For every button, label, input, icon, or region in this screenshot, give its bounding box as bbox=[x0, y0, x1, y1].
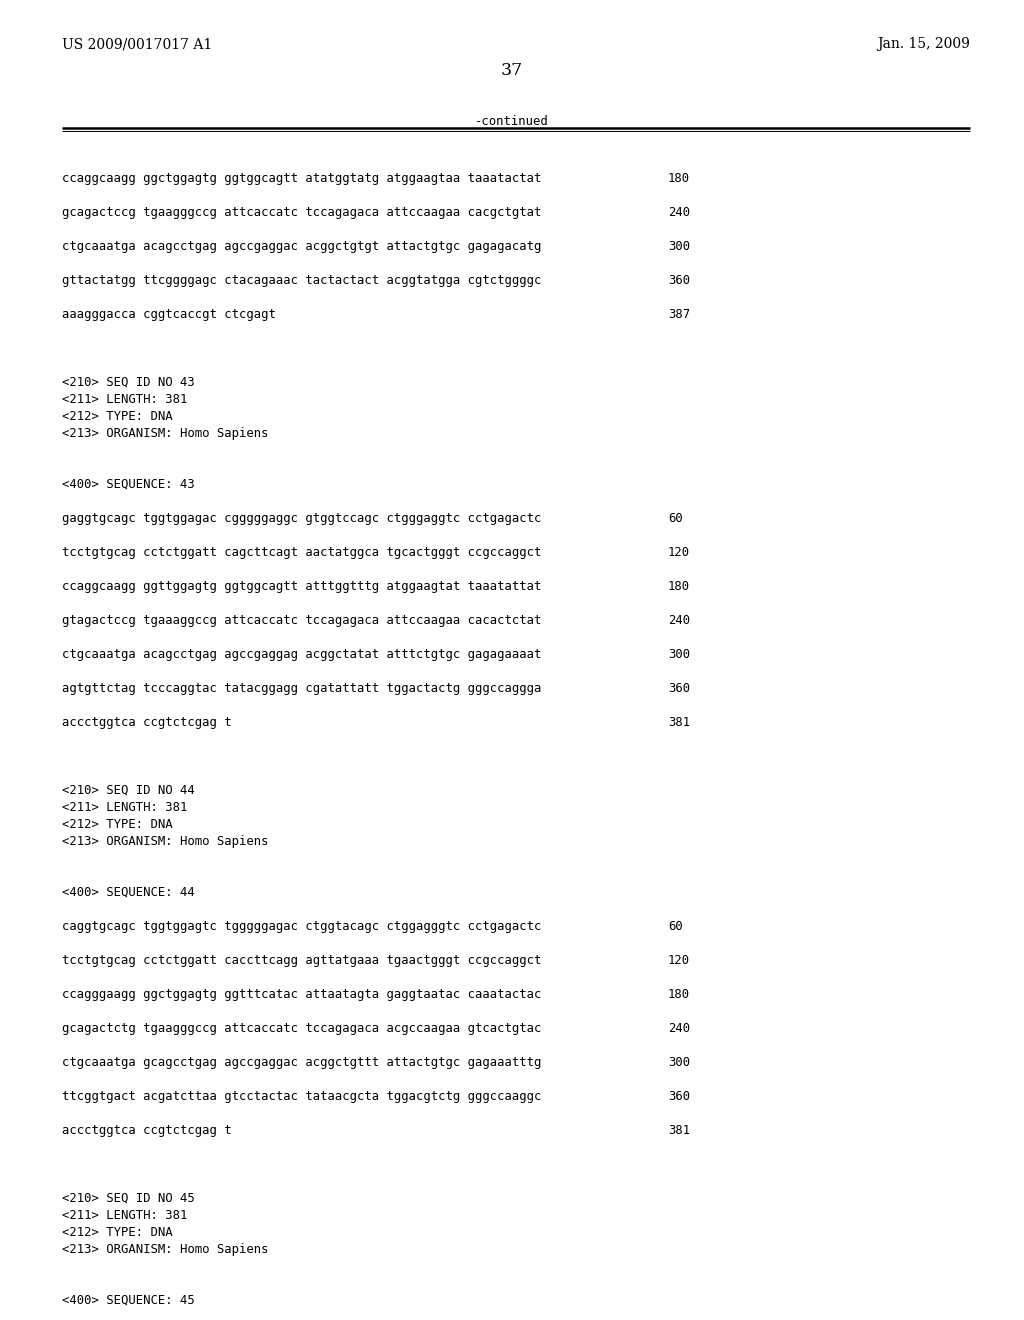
Text: <211> LENGTH: 381: <211> LENGTH: 381 bbox=[62, 393, 187, 407]
Text: 180: 180 bbox=[668, 579, 690, 593]
Text: ctgcaaatga gcagcctgag agccgaggac acggctgttt attactgtgc gagaaatttg: ctgcaaatga gcagcctgag agccgaggac acggctg… bbox=[62, 1056, 542, 1069]
Text: 300: 300 bbox=[668, 240, 690, 253]
Text: tcctgtgcag cctctggatt caccttcagg agttatgaaa tgaactgggt ccgccaggct: tcctgtgcag cctctggatt caccttcagg agttatg… bbox=[62, 954, 542, 968]
Text: <211> LENGTH: 381: <211> LENGTH: 381 bbox=[62, 801, 187, 814]
Text: ccaggcaagg ggttggagtg ggtggcagtt atttggtttg atggaagtat taaatattat: ccaggcaagg ggttggagtg ggtggcagtt atttggt… bbox=[62, 579, 542, 593]
Text: 120: 120 bbox=[668, 954, 690, 968]
Text: aaagggacca cggtcaccgt ctcgagt: aaagggacca cggtcaccgt ctcgagt bbox=[62, 308, 275, 321]
Text: gttactatgg ttcggggagc ctacagaaac tactactact acggtatgga cgtctggggc: gttactatgg ttcggggagc ctacagaaac tactact… bbox=[62, 275, 542, 286]
Text: 120: 120 bbox=[668, 546, 690, 558]
Text: accctggtca ccgtctcgag t: accctggtca ccgtctcgag t bbox=[62, 1125, 231, 1137]
Text: <211> LENGTH: 381: <211> LENGTH: 381 bbox=[62, 1209, 187, 1222]
Text: gcagactctg tgaagggccg attcaccatc tccagagaca acgccaagaa gtcactgtac: gcagactctg tgaagggccg attcaccatc tccagag… bbox=[62, 1022, 542, 1035]
Text: <400> SEQUENCE: 44: <400> SEQUENCE: 44 bbox=[62, 886, 195, 899]
Text: 180: 180 bbox=[668, 172, 690, 185]
Text: 240: 240 bbox=[668, 614, 690, 627]
Text: <213> ORGANISM: Homo Sapiens: <213> ORGANISM: Homo Sapiens bbox=[62, 1243, 268, 1257]
Text: ccagggaagg ggctggagtg ggtttcatac attaatagta gaggtaatac caaatactac: ccagggaagg ggctggagtg ggtttcatac attaata… bbox=[62, 987, 542, 1001]
Text: ctgcaaatga acagcctgag agccgaggag acggctatat atttctgtgc gagagaaaat: ctgcaaatga acagcctgag agccgaggag acggcta… bbox=[62, 648, 542, 661]
Text: <213> ORGANISM: Homo Sapiens: <213> ORGANISM: Homo Sapiens bbox=[62, 426, 268, 440]
Text: 60: 60 bbox=[668, 920, 683, 933]
Text: <212> TYPE: DNA: <212> TYPE: DNA bbox=[62, 1226, 173, 1239]
Text: gcagactccg tgaagggccg attcaccatc tccagagaca attccaagaa cacgctgtat: gcagactccg tgaagggccg attcaccatc tccagag… bbox=[62, 206, 542, 219]
Text: <400> SEQUENCE: 43: <400> SEQUENCE: 43 bbox=[62, 478, 195, 491]
Text: 360: 360 bbox=[668, 682, 690, 696]
Text: US 2009/0017017 A1: US 2009/0017017 A1 bbox=[62, 37, 212, 51]
Text: 300: 300 bbox=[668, 1056, 690, 1069]
Text: <212> TYPE: DNA: <212> TYPE: DNA bbox=[62, 818, 173, 832]
Text: <210> SEQ ID NO 44: <210> SEQ ID NO 44 bbox=[62, 784, 195, 797]
Text: 387: 387 bbox=[668, 308, 690, 321]
Text: caggtgcagc tggtggagtc tgggggagac ctggtacagc ctggagggtc cctgagactc: caggtgcagc tggtggagtc tgggggagac ctggtac… bbox=[62, 920, 542, 933]
Text: 381: 381 bbox=[668, 1125, 690, 1137]
Text: <400> SEQUENCE: 45: <400> SEQUENCE: 45 bbox=[62, 1294, 195, 1307]
Text: 60: 60 bbox=[668, 512, 683, 525]
Text: 360: 360 bbox=[668, 275, 690, 286]
Text: 240: 240 bbox=[668, 206, 690, 219]
Text: <210> SEQ ID NO 45: <210> SEQ ID NO 45 bbox=[62, 1192, 195, 1205]
Text: agtgttctag tcccaggtac tatacggagg cgatattatt tggactactg gggccaggga: agtgttctag tcccaggtac tatacggagg cgatatt… bbox=[62, 682, 542, 696]
Text: gtagactccg tgaaaggccg attcaccatc tccagagaca attccaagaa cacactctat: gtagactccg tgaaaggccg attcaccatc tccagag… bbox=[62, 614, 542, 627]
Text: accctggtca ccgtctcgag t: accctggtca ccgtctcgag t bbox=[62, 715, 231, 729]
Text: ccaggcaagg ggctggagtg ggtggcagtt atatggtatg atggaagtaa taaatactat: ccaggcaagg ggctggagtg ggtggcagtt atatggt… bbox=[62, 172, 542, 185]
Text: ttcggtgact acgatcttaa gtcctactac tataacgcta tggacgtctg gggccaaggc: ttcggtgact acgatcttaa gtcctactac tataacg… bbox=[62, 1090, 542, 1104]
Text: 360: 360 bbox=[668, 1090, 690, 1104]
Text: <212> TYPE: DNA: <212> TYPE: DNA bbox=[62, 411, 173, 422]
Text: 37: 37 bbox=[501, 62, 523, 79]
Text: 180: 180 bbox=[668, 987, 690, 1001]
Text: gaggtgcagc tggtggagac cgggggaggc gtggtccagc ctgggaggtc cctgagactc: gaggtgcagc tggtggagac cgggggaggc gtggtcc… bbox=[62, 512, 542, 525]
Text: <210> SEQ ID NO 43: <210> SEQ ID NO 43 bbox=[62, 376, 195, 389]
Text: tcctgtgcag cctctggatt cagcttcagt aactatggca tgcactgggt ccgccaggct: tcctgtgcag cctctggatt cagcttcagt aactatg… bbox=[62, 546, 542, 558]
Text: Jan. 15, 2009: Jan. 15, 2009 bbox=[878, 37, 970, 51]
Text: <213> ORGANISM: Homo Sapiens: <213> ORGANISM: Homo Sapiens bbox=[62, 836, 268, 847]
Text: ctgcaaatga acagcctgag agccgaggac acggctgtgt attactgtgc gagagacatg: ctgcaaatga acagcctgag agccgaggac acggctg… bbox=[62, 240, 542, 253]
Text: 300: 300 bbox=[668, 648, 690, 661]
Text: 381: 381 bbox=[668, 715, 690, 729]
Text: -continued: -continued bbox=[475, 115, 549, 128]
Text: 240: 240 bbox=[668, 1022, 690, 1035]
